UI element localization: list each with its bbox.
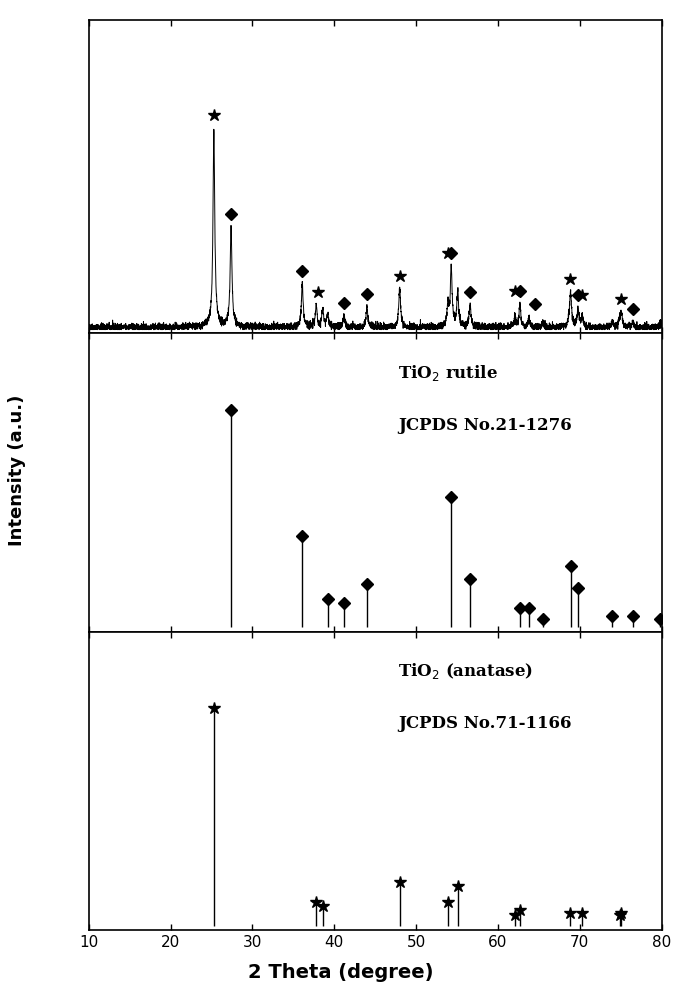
Text: 2 Theta (degree): 2 Theta (degree) (248, 963, 434, 982)
Text: JCPDS No.71-1166: JCPDS No.71-1166 (398, 715, 572, 732)
Text: Intensity (a.u.): Intensity (a.u.) (8, 394, 26, 546)
Text: TiO$_2$ (anatase): TiO$_2$ (anatase) (398, 661, 533, 681)
Text: JCPDS No.21-1276: JCPDS No.21-1276 (398, 417, 572, 434)
Text: TiO$_2$ rutile: TiO$_2$ rutile (398, 363, 498, 383)
